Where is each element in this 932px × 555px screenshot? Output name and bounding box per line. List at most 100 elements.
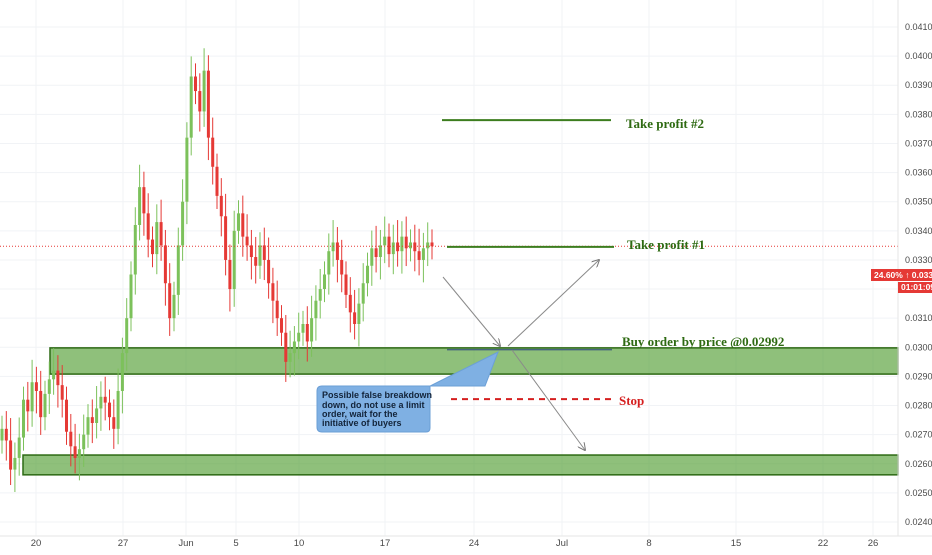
callout-box (316, 350, 499, 433)
candle-body (73, 446, 77, 458)
candle-body (202, 70, 206, 112)
candle-body (43, 393, 47, 418)
candle-body (249, 245, 253, 258)
candle-body (206, 70, 210, 138)
take-profit-1-label: Take profit #1 (627, 237, 705, 252)
candle-body (391, 242, 395, 255)
time-tick-label: 26 (868, 538, 879, 549)
candle-body (155, 222, 159, 255)
candle-body (146, 213, 150, 240)
candle-body (279, 318, 284, 333)
candles (0, 48, 434, 493)
candle-body (430, 242, 434, 247)
candle-body (314, 300, 318, 319)
time-tick-label: 5 (233, 538, 238, 549)
callout-line-1: Possible false breakdown (322, 390, 432, 400)
candle-body (370, 248, 374, 266)
callout-note[interactable]: Possible false breakdown down, do not us… (316, 350, 499, 433)
candle-body (103, 396, 107, 403)
candle-body (305, 324, 309, 342)
current-price-badge: 24.60% ↑ 0.03347 (871, 269, 932, 281)
candle-body (21, 399, 26, 438)
projection-arrow (507, 260, 599, 347)
callout-line-3: order, wait for the (322, 409, 398, 419)
candle-body (189, 76, 193, 138)
candle-body (404, 236, 408, 249)
candle-body (344, 274, 348, 295)
candle-body (198, 91, 202, 112)
time-tick-label: 15 (731, 538, 742, 549)
candle-body (335, 242, 339, 260)
candle-body (52, 370, 56, 380)
time-tick-label: 24 (469, 538, 480, 549)
candle-body (150, 239, 155, 255)
candle-body (417, 251, 421, 260)
candle-body (348, 294, 352, 313)
candle-body (133, 225, 137, 275)
current-price-text: 24.60% ↑ 0.03347 (874, 270, 932, 280)
candle-body (129, 274, 133, 319)
candle-body (361, 283, 365, 304)
candle-body (245, 236, 249, 246)
candle-body (219, 195, 223, 217)
stop-label: Stop (619, 393, 644, 408)
candle-body (284, 332, 288, 362)
candle-body (327, 251, 331, 275)
candle-body (4, 428, 8, 441)
time-tick-label: 20 (31, 538, 42, 549)
time-tick-label: 27 (118, 538, 129, 549)
candle-body (99, 396, 103, 409)
candle-body (292, 341, 296, 354)
candle-body (297, 332, 301, 342)
candle-body (82, 434, 86, 450)
candle-body (331, 242, 335, 252)
candle-body (271, 283, 275, 301)
candle-body (374, 248, 378, 258)
candle-body (159, 222, 163, 246)
time-tick-label: 22 (818, 538, 829, 549)
candle-body (163, 245, 167, 284)
candle-body (262, 245, 266, 260)
time-tick-label: 10 (294, 538, 305, 549)
candle-body (426, 242, 430, 249)
candle-body (228, 259, 232, 290)
candle-body (64, 399, 69, 432)
annotations (0, 119, 898, 450)
candle-body (56, 370, 60, 386)
candle-body (340, 259, 344, 275)
projection-arrow (442, 276, 500, 346)
projection-arrow (511, 349, 585, 450)
candle-body (357, 303, 361, 324)
candle-body (193, 76, 198, 92)
buy-order-label: Buy order by price @0.02992 (622, 334, 784, 349)
take-profit-2-label: Take profit #2 (626, 116, 704, 131)
candle-body (13, 457, 17, 470)
candle-body (138, 187, 142, 225)
candle-body (310, 318, 314, 342)
candle-body (387, 236, 391, 255)
candle-body (353, 312, 357, 324)
candle-body (116, 390, 120, 429)
candle-body (30, 382, 34, 412)
candle-body (107, 402, 112, 418)
candle-body (77, 449, 81, 458)
lower-support-zone (22, 454, 899, 476)
time-tick-label: 8 (646, 538, 651, 549)
candle-body (185, 137, 189, 202)
countdown-badge: 01:01:09 (898, 282, 932, 293)
candle-body (0, 428, 4, 441)
candle-body (90, 417, 94, 423)
